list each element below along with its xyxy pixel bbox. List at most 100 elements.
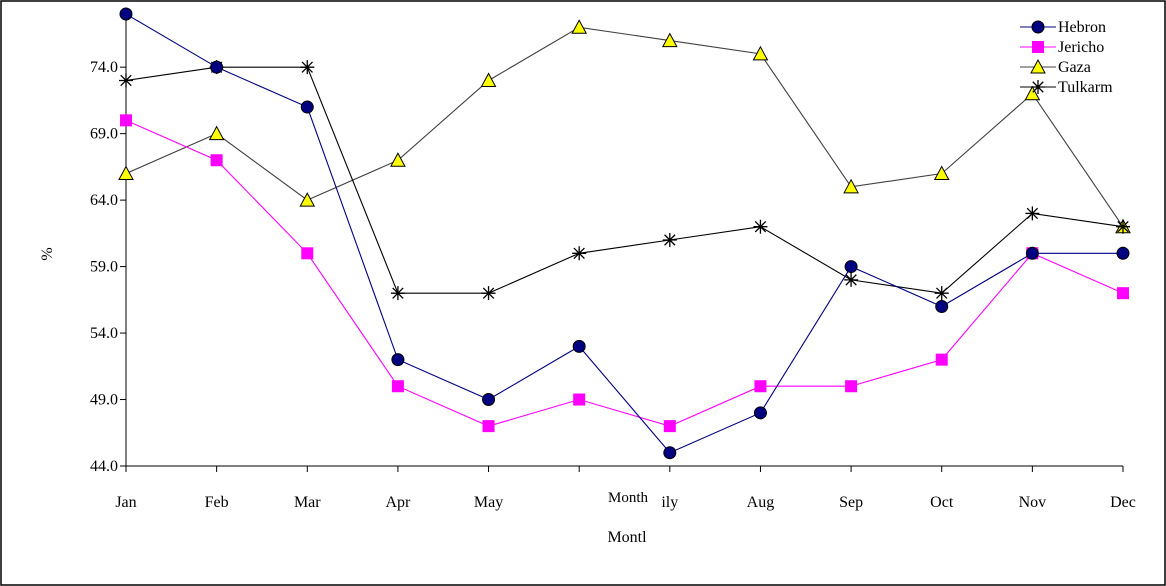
data-point-gaza xyxy=(1024,85,1041,101)
data-point-gaza xyxy=(752,45,769,61)
data-point-tulkarm xyxy=(934,286,949,301)
y-axis-title: % xyxy=(39,247,56,260)
data-point-hebron xyxy=(753,406,767,420)
data-point-tulkarm-glyph xyxy=(119,73,133,88)
data-point-gaza xyxy=(933,165,950,181)
data-point-gaza xyxy=(571,19,588,34)
x-tick-label: Aug xyxy=(747,494,775,511)
legend-marker-hebron xyxy=(1031,20,1045,34)
data-point-hebron xyxy=(391,353,405,367)
data-point-jericho xyxy=(754,380,767,393)
legend-marker-tulkarm xyxy=(1031,80,1045,94)
data-point-tulkarm xyxy=(753,219,768,234)
x-tick-label: Mar xyxy=(294,494,321,511)
data-point-gaza xyxy=(480,72,497,87)
series-layer xyxy=(118,7,1131,460)
series-jericho xyxy=(120,114,1129,433)
legend-label-hebron: Hebron xyxy=(1058,19,1106,36)
x-tick-label: Nov xyxy=(1019,494,1047,511)
x-tick-label: Feb xyxy=(205,494,229,511)
data-point-tulkarm xyxy=(119,73,133,88)
data-point-tulkarm-glyph xyxy=(390,286,405,301)
data-point-tulkarm xyxy=(390,286,405,301)
legend-item-tulkarm: Tulkarm xyxy=(1020,79,1113,96)
legend-item-hebron: Hebron xyxy=(1020,19,1106,36)
data-point-tulkarm-glyph xyxy=(300,60,315,75)
data-point-tulkarm-glyph xyxy=(662,233,677,247)
data-point-hebron xyxy=(935,299,949,313)
legend: Hebron Jericho Gaza Tulkarm xyxy=(1020,19,1113,96)
data-point-tulkarm-glyph xyxy=(844,272,859,287)
y-tick-label: 69.0 xyxy=(90,126,118,143)
data-point-tulkarm-glyph xyxy=(481,286,496,301)
data-point-jericho xyxy=(935,353,948,366)
data-point-hebron xyxy=(119,7,133,21)
data-point-tulkarm-glyph xyxy=(1116,219,1130,234)
data-point-tulkarm xyxy=(1025,206,1040,221)
legend-item-gaza: Gaza xyxy=(1020,58,1091,76)
month-overlay-label: Month xyxy=(608,490,649,506)
y-tick-label: 74.0 xyxy=(90,59,118,76)
legend-label-tulkarm: Tulkarm xyxy=(1058,79,1113,96)
y-tick-label: 49.0 xyxy=(90,392,118,409)
data-point-jericho xyxy=(482,420,495,433)
legend-marker-gaza xyxy=(1030,58,1046,74)
data-point-hebron xyxy=(844,260,858,274)
legend-marker-jericho xyxy=(1032,41,1044,53)
legend-label-gaza: Gaza xyxy=(1058,59,1091,76)
series-line-jericho xyxy=(125,119,1124,427)
data-point-jericho xyxy=(845,380,858,393)
data-point-gaza xyxy=(661,32,678,48)
data-point-gaza xyxy=(390,152,406,167)
x-axis-title: Montl xyxy=(607,529,647,546)
legend-marker-tulkarm-glyph xyxy=(1031,80,1045,94)
y-tick-label: 44.0 xyxy=(90,458,118,475)
x-tick-label: Apr xyxy=(385,494,411,511)
series-line-gaza xyxy=(125,26,1124,228)
data-point-gaza xyxy=(299,192,316,207)
series-line-tulkarm xyxy=(125,66,1124,294)
y-tick-label: 59.0 xyxy=(90,259,118,276)
data-point-hebron xyxy=(482,393,496,407)
data-point-tulkarm-glyph xyxy=(1025,206,1040,221)
data-point-hebron xyxy=(663,446,677,460)
data-point-tulkarm xyxy=(572,246,587,261)
x-tick-label: Jan xyxy=(115,494,136,511)
data-point-gaza xyxy=(843,178,859,194)
data-point-jericho xyxy=(210,154,223,167)
legend-label-jericho: Jericho xyxy=(1058,39,1104,56)
data-point-hebron xyxy=(1116,246,1130,260)
data-point-tulkarm-glyph xyxy=(572,246,587,261)
x-tick-label: Dec xyxy=(1110,494,1136,511)
data-point-jericho xyxy=(391,380,404,393)
y-tick-label: 64.0 xyxy=(90,192,118,209)
data-point-hebron xyxy=(1025,246,1039,260)
data-point-tulkarm xyxy=(844,272,859,287)
data-point-tulkarm xyxy=(1116,219,1130,234)
data-point-hebron xyxy=(300,100,314,114)
data-point-gaza xyxy=(208,125,225,141)
axes: 44.0 49.0 54.0 59.0 64.0 69.0 74.0 Jan Feb Mar Apr… xyxy=(90,14,1136,511)
y-tick-label: 54.0 xyxy=(90,325,118,342)
data-point-tulkarm-glyph xyxy=(753,219,768,234)
data-point-tulkarm xyxy=(481,286,496,301)
legend-item-jericho: Jericho xyxy=(1020,39,1104,56)
data-point-tulkarm xyxy=(662,233,677,247)
series-hebron xyxy=(119,7,1130,460)
data-point-tulkarm xyxy=(300,60,315,75)
data-point-jericho xyxy=(301,247,314,260)
data-point-jericho xyxy=(120,114,132,127)
x-tick-label: May xyxy=(474,494,503,511)
data-point-jericho xyxy=(573,393,586,406)
x-tick-label: Sep xyxy=(839,494,863,511)
x-tick-label: Oct xyxy=(930,494,954,511)
data-point-jericho xyxy=(663,420,676,433)
series-line-hebron xyxy=(125,13,1123,454)
series-tulkarm xyxy=(119,60,1130,301)
data-point-hebron xyxy=(572,339,586,353)
data-point-tulkarm-glyph xyxy=(934,286,949,301)
x-tick-label: ily xyxy=(661,494,678,511)
